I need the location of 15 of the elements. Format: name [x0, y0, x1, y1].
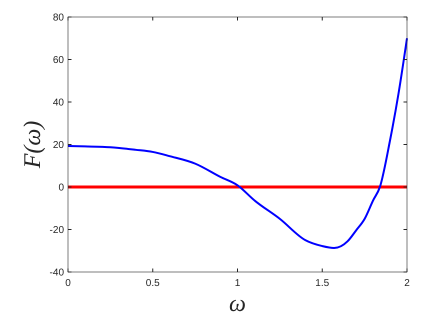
- y-tick-label: 0: [58, 182, 64, 194]
- y-tick-label: 80: [52, 12, 64, 24]
- x-tick-label: 1: [234, 278, 241, 289]
- x-tick-label: 1.5: [315, 278, 330, 289]
- x-tick-label: 0: [65, 278, 72, 289]
- y-tick-label: 20: [52, 140, 64, 151]
- x-tick-label: 0.5: [146, 278, 160, 289]
- y-axis-title: F(ω): [20, 120, 46, 170]
- line-series: [67, 37, 408, 249]
- y-tick-label: -20: [50, 225, 64, 236]
- x-tick-label: 2: [404, 278, 410, 289]
- y-tick-label: 60: [52, 55, 64, 66]
- y-tick-label: -40: [50, 268, 64, 278]
- x-axis-title: ω: [229, 291, 246, 317]
- y-tick-label: 40: [52, 98, 64, 108]
